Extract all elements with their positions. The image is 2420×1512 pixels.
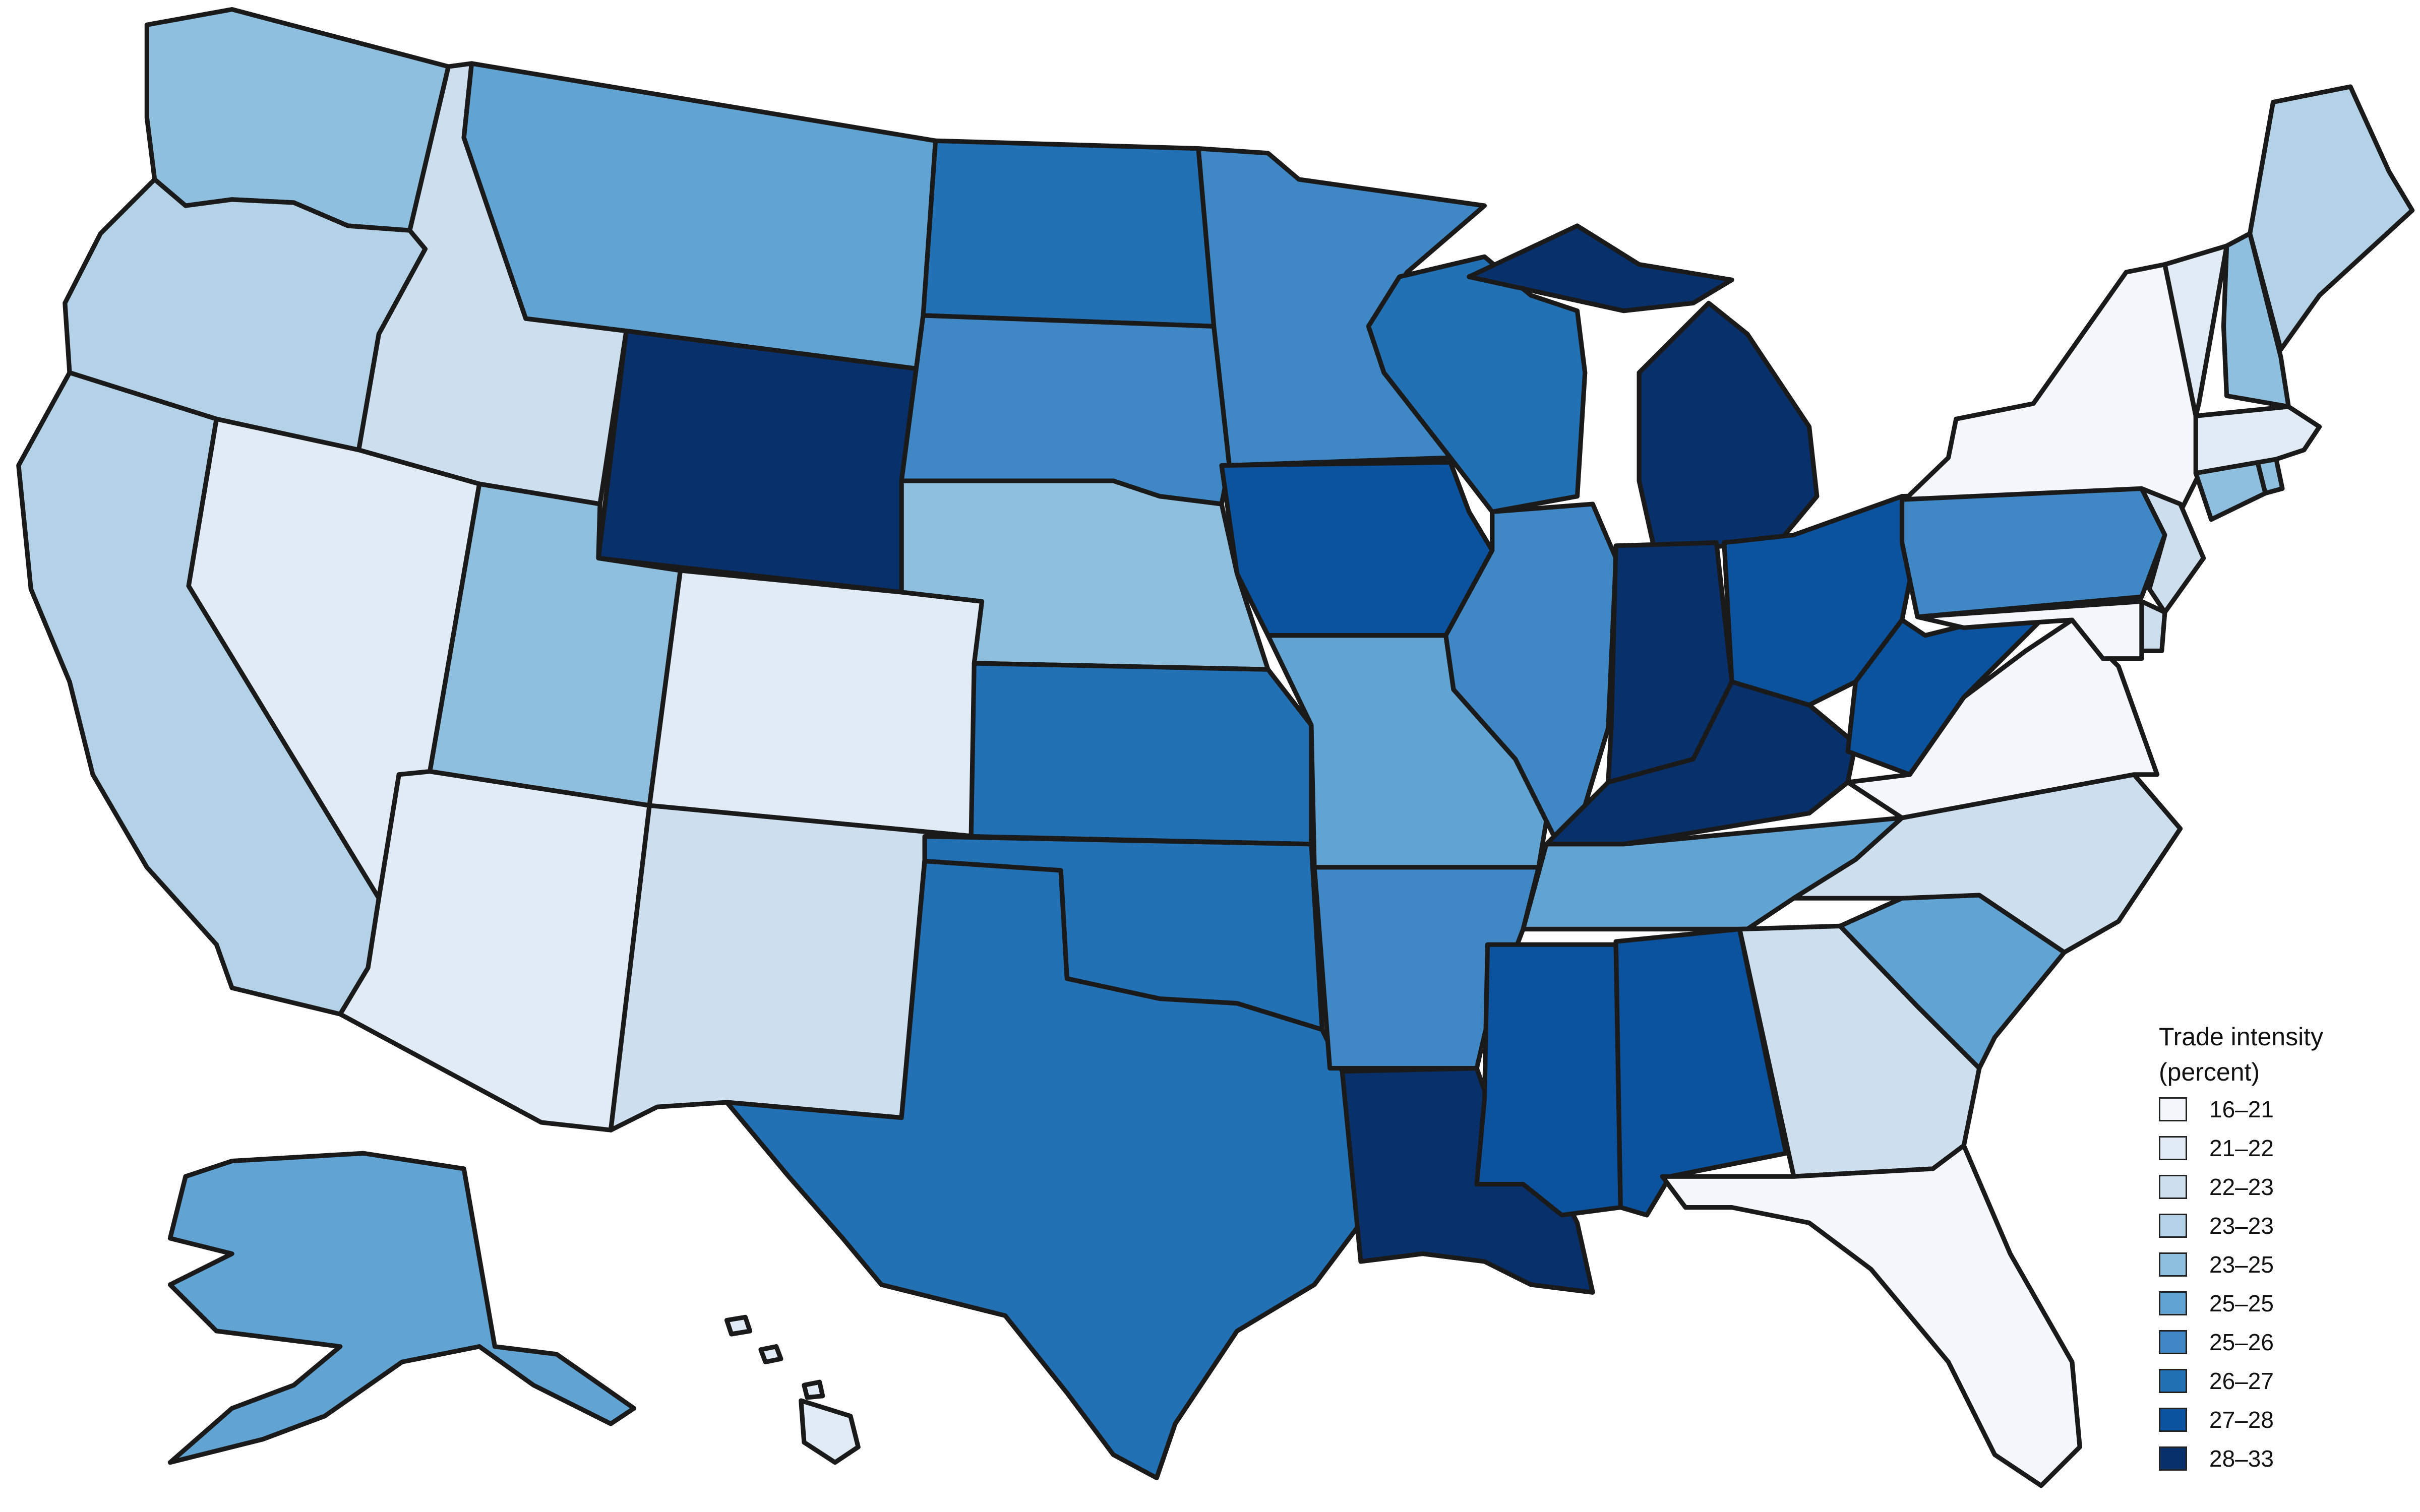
- state-kansas: [969, 661, 1314, 847]
- legend-label: 26–27: [2209, 1367, 2274, 1394]
- state-texas: [724, 858, 1363, 1480]
- legend-label: 27–28: [2209, 1406, 2274, 1433]
- legend-item: 16–21: [2159, 1090, 2401, 1128]
- legend-label: 25–25: [2209, 1290, 2274, 1316]
- state-kentucky: [1544, 679, 1858, 847]
- state-colorado: [647, 568, 985, 839]
- state-arizona: [338, 769, 652, 1132]
- legend-swatch: [2159, 1368, 2187, 1393]
- legend-swatch: [2159, 1136, 2187, 1160]
- state-mississippi: [1474, 942, 1623, 1218]
- state-washington: [144, 7, 451, 233]
- legend-item: 28–33: [2159, 1439, 2401, 1478]
- legend-swatch: [2159, 1407, 2187, 1432]
- state-vermont: [2162, 243, 2229, 418]
- legend-swatch: [2159, 1330, 2187, 1354]
- state-massachusetts: [2193, 404, 2322, 476]
- legend-item: 21–22: [2159, 1128, 2401, 1167]
- legend-label: 22–23: [2209, 1173, 2274, 1200]
- state-new-york: [1903, 262, 2206, 514]
- state-maryland: [1915, 599, 2144, 661]
- legend-swatch: [2159, 1213, 2187, 1238]
- state-pennsylvania: [1899, 486, 2167, 619]
- legend-item: 23–25: [2159, 1245, 2401, 1284]
- legend-label: 23–23: [2209, 1212, 2274, 1239]
- legend-label: 16–21: [2209, 1096, 2274, 1122]
- state-hawaii: [724, 1314, 861, 1465]
- state-florida: [1660, 1143, 2082, 1488]
- legend-item: 25–26: [2159, 1322, 2401, 1361]
- state-north-dakota: [921, 138, 1217, 329]
- legend-label: 23–25: [2209, 1251, 2274, 1278]
- legend-swatch: [2159, 1174, 2187, 1199]
- legend-swatch: [2159, 1252, 2187, 1277]
- legend-subtitle: (percent): [2159, 1058, 2260, 1086]
- state-south-dakota: [899, 313, 1232, 507]
- legend-swatch: [2159, 1291, 2187, 1315]
- legend-item: 25–25: [2159, 1284, 2401, 1322]
- state-north-carolina: [1791, 772, 2183, 955]
- state-nebraska: [899, 478, 1270, 672]
- legend-item: 26–27: [2159, 1361, 2401, 1400]
- legend-label: 25–26: [2209, 1329, 2274, 1355]
- legend-title: Trade intensity: [2159, 1023, 2324, 1051]
- state-alaska: [167, 1151, 637, 1465]
- legend-item: 27–28: [2159, 1400, 2401, 1439]
- legend: Trade intensity (percent) 16–21 21–22 22–2…: [2159, 1019, 2401, 1478]
- legend-label: 21–22: [2209, 1135, 2274, 1161]
- legend-items: 16–21 21–22 22–23 23–23 23–25 25–25 25–26 26–27…: [2159, 1090, 2401, 1478]
- legend-swatch: [2159, 1446, 2187, 1471]
- state-michigan: [1467, 223, 1820, 553]
- legend-item: 23–23: [2159, 1206, 2401, 1245]
- legend-swatch: [2159, 1097, 2187, 1121]
- legend-item: 22–23: [2159, 1167, 2401, 1206]
- state-wyoming: [596, 328, 926, 595]
- states-layer: [16, 7, 2415, 1488]
- state-delaware: [2139, 599, 2167, 654]
- legend-label: 28–33: [2209, 1445, 2274, 1472]
- state-maine: [2248, 84, 2415, 352]
- state-west-virginia: [1845, 617, 2044, 777]
- state-iowa: [1219, 460, 1495, 638]
